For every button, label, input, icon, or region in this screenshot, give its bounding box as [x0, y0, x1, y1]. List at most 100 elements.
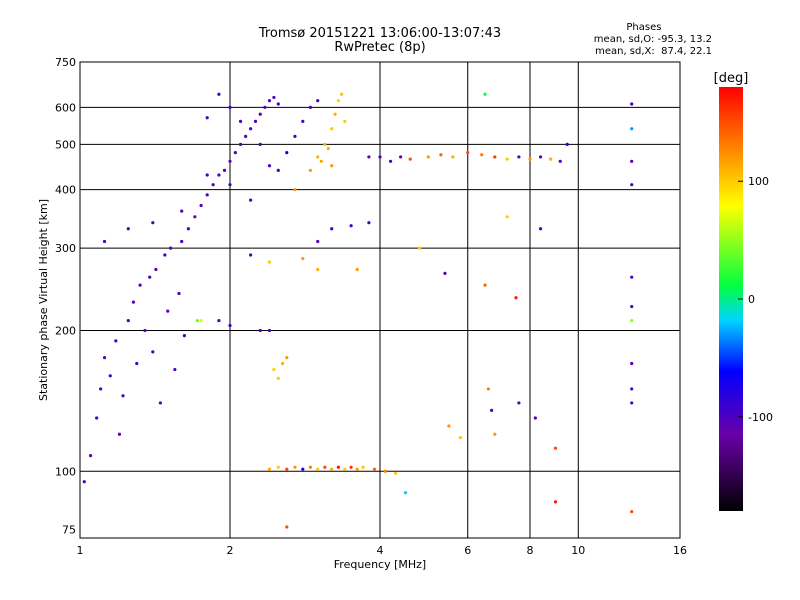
x-tick-label: 1 [77, 544, 84, 557]
data-point [630, 387, 634, 391]
data-point [228, 323, 232, 328]
y-tick-label: 300 [55, 242, 76, 255]
data-point [222, 168, 227, 172]
data-point [308, 105, 313, 109]
data-point [493, 155, 497, 159]
phase-legend-line-2: mean, sd,X: 87.4, 22.1 [595, 46, 712, 57]
data-point [514, 296, 518, 300]
y-tick-label: 75 [62, 524, 76, 537]
data-point [293, 465, 297, 469]
data-point [117, 432, 122, 436]
data-point [267, 328, 272, 333]
data-point [316, 467, 320, 471]
data-point [182, 334, 186, 338]
colorbar-tick-label: 100 [748, 175, 769, 188]
data-point [276, 168, 280, 172]
x-tick-label: 2 [227, 544, 234, 557]
data-point [238, 119, 243, 123]
data-point [205, 116, 209, 120]
data-point [553, 446, 558, 450]
y-tick-label: 500 [55, 138, 76, 151]
data-point [173, 367, 177, 372]
data-point [336, 465, 340, 469]
data-point [217, 173, 221, 177]
data-point [630, 318, 634, 323]
data-point [538, 227, 543, 231]
phase-legend-title: Phases [626, 22, 662, 33]
data-point [285, 467, 289, 471]
data-point [355, 467, 359, 471]
data-point [549, 157, 553, 161]
data-point [630, 304, 634, 309]
data-point [217, 92, 221, 96]
data-point [330, 127, 334, 131]
data-point [308, 168, 313, 172]
data-point [490, 408, 494, 412]
data-point [483, 92, 487, 96]
y-tick-label: 100 [55, 465, 76, 478]
data-point [388, 159, 393, 163]
data-point [336, 99, 340, 103]
data-point [630, 102, 634, 106]
data-point [244, 134, 248, 138]
data-point [126, 227, 130, 231]
data-point [180, 209, 184, 213]
data-point [169, 246, 173, 250]
y-tick-label: 200 [55, 324, 76, 337]
data-point [131, 300, 136, 304]
y-axis-ticks: 75 100 200 300 400 500 600 750 [55, 56, 76, 537]
data-point [451, 155, 455, 159]
data-point [316, 155, 320, 159]
data-point [630, 183, 634, 187]
data-point [293, 134, 297, 138]
data-point [228, 159, 232, 163]
data-point [272, 95, 276, 100]
data-point [447, 424, 451, 428]
y-axis-label: Stationary phase Virtual Height [km] [37, 199, 50, 401]
data-point [276, 376, 280, 380]
data-point [343, 467, 347, 471]
data-point [326, 146, 330, 151]
data-point [565, 142, 569, 146]
data-point [82, 480, 86, 484]
x-tick-label: 6 [464, 544, 471, 557]
data-point [630, 159, 634, 163]
data-point [458, 436, 463, 440]
data-point [143, 328, 147, 333]
data-point [316, 267, 320, 272]
data-point [480, 153, 484, 157]
data-point [403, 491, 408, 495]
data-point [378, 155, 382, 159]
data-point [102, 356, 107, 360]
data-point [99, 387, 103, 391]
data-point [323, 142, 327, 146]
data-point [267, 164, 272, 168]
data-point [483, 283, 487, 287]
y-tick-label: 400 [55, 184, 76, 197]
data-point [180, 239, 184, 244]
data-point [217, 318, 221, 323]
data-point [253, 119, 258, 123]
data-point [228, 105, 232, 109]
colorbar-label: [deg] [714, 71, 749, 86]
chart-subtitle: RwPretec (8p) [334, 40, 426, 55]
x-tick-label: 4 [377, 544, 384, 557]
data-point [301, 119, 305, 123]
data-point [443, 271, 447, 275]
data-point [630, 361, 634, 366]
data-point [135, 361, 139, 366]
data-point [330, 164, 334, 168]
data-point [330, 227, 334, 231]
data-point [276, 102, 280, 106]
data-point [319, 159, 323, 163]
data-point [301, 256, 305, 261]
data-point [249, 198, 253, 202]
data-point [630, 401, 634, 405]
data-points [82, 92, 634, 529]
data-point [493, 432, 497, 436]
data-point [272, 367, 276, 372]
data-point [114, 339, 118, 343]
data-point [293, 188, 297, 192]
data-point [528, 157, 532, 161]
